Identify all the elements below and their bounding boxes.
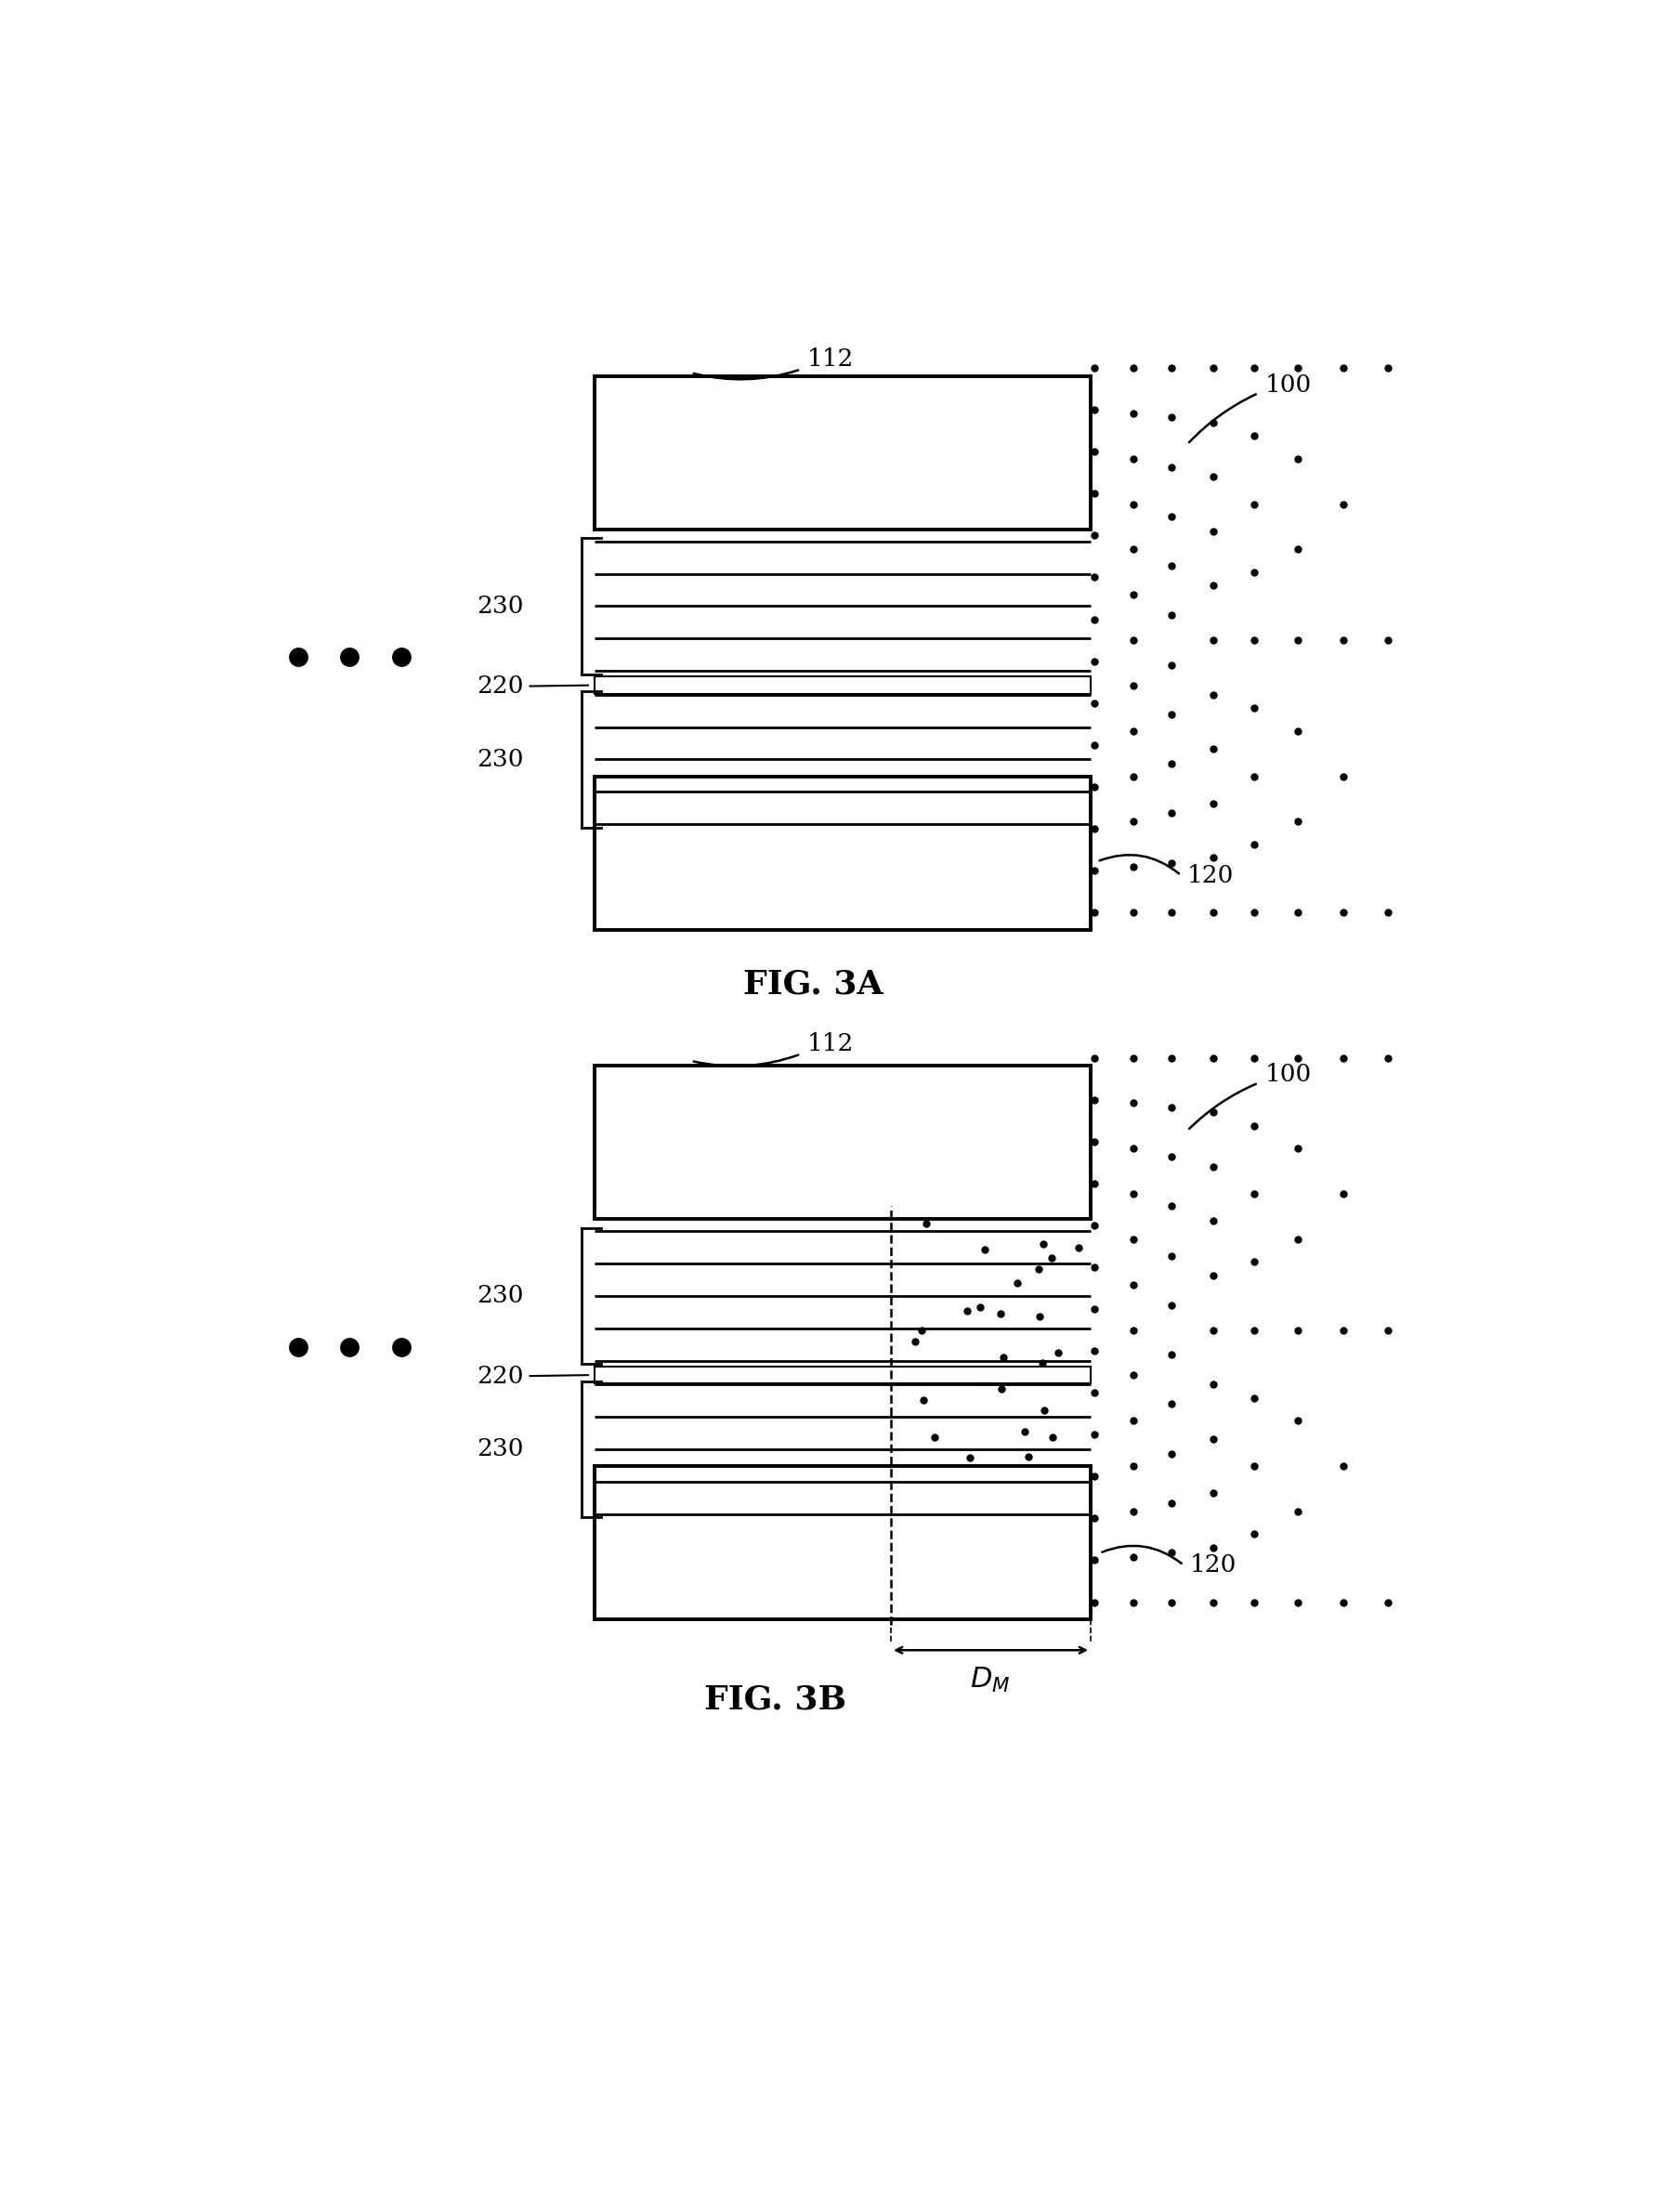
Text: 220: 220: [477, 1365, 524, 1387]
Text: 230: 230: [477, 748, 524, 772]
Text: 120: 120: [1190, 1553, 1237, 1577]
Bar: [593, 376, 1090, 529]
Bar: [593, 1367, 1090, 1385]
Text: 112: 112: [806, 347, 854, 372]
Bar: [593, 776, 1090, 929]
Text: 100: 100: [1263, 1064, 1311, 1086]
Text: 230: 230: [477, 595, 524, 617]
Text: 220: 220: [477, 675, 524, 697]
Text: 120: 120: [1187, 863, 1233, 887]
Bar: [593, 1066, 1090, 1219]
Text: FIG. 3B: FIG. 3B: [703, 1683, 846, 1714]
Text: 100: 100: [1263, 374, 1311, 396]
Text: 112: 112: [806, 1033, 854, 1055]
Text: $D_M$: $D_M$: [969, 1666, 1010, 1694]
Text: 230: 230: [477, 1285, 524, 1307]
Bar: [593, 677, 1090, 695]
Bar: [593, 1467, 1090, 1619]
Text: FIG. 3A: FIG. 3A: [743, 969, 883, 1000]
Text: 230: 230: [477, 1438, 524, 1460]
